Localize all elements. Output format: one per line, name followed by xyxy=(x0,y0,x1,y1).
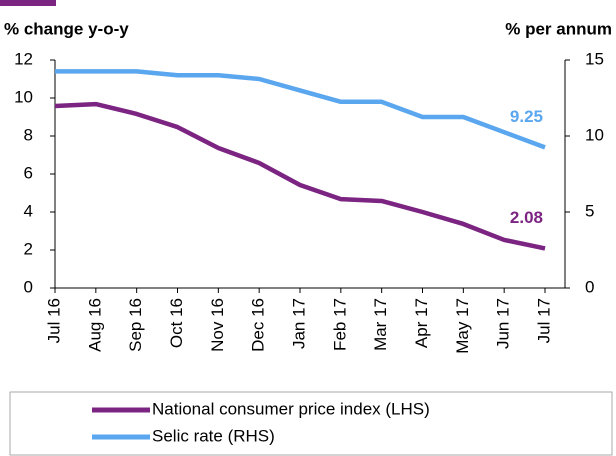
x-tick-label: Jul 17 xyxy=(534,298,553,343)
x-tick-label: Jul 16 xyxy=(44,298,63,343)
data-label: 2.08 xyxy=(510,208,543,227)
y2-tick-label: 10 xyxy=(585,125,604,144)
legend-label: National consumer price index (LHS) xyxy=(152,399,430,418)
x-tick-label: Aug 16 xyxy=(85,298,104,352)
x-tick-label: Apr 17 xyxy=(412,298,431,348)
y-tick-label: 2 xyxy=(24,239,33,258)
y2-tick-label: 5 xyxy=(585,201,594,220)
y-tick-label: 12 xyxy=(14,49,33,68)
y2-tick-label: 15 xyxy=(585,49,604,68)
x-tick-label: Jan 17 xyxy=(289,298,308,349)
y-axis-title: % change y-o-y xyxy=(4,19,129,38)
y-tick-label: 4 xyxy=(24,201,33,220)
x-tick-label: Jun 17 xyxy=(494,298,513,349)
x-tick-label: Sep 16 xyxy=(126,298,145,352)
x-tick-label: Oct 16 xyxy=(167,298,186,348)
y2-tick-label: 0 xyxy=(585,277,594,296)
series-line xyxy=(55,69,546,150)
x-tick-label: Dec 16 xyxy=(249,298,268,352)
y2-axis-title: % per annum xyxy=(505,19,612,38)
y-tick-label: 8 xyxy=(24,125,33,144)
x-tick-label: Nov 16 xyxy=(208,298,227,352)
data-label: 9.25 xyxy=(510,107,543,126)
legend-box xyxy=(9,391,613,456)
legend-label: Selic rate (RHS) xyxy=(152,426,275,445)
y-tick-label: 10 xyxy=(14,87,33,106)
x-tick-label: May 17 xyxy=(453,298,472,354)
header-bar xyxy=(0,0,56,6)
x-tick-label: Mar 17 xyxy=(371,298,390,351)
series-line xyxy=(54,101,546,251)
x-tick-label: Feb 17 xyxy=(330,298,349,351)
y-tick-label: 0 xyxy=(24,277,33,296)
y-tick-label: 6 xyxy=(24,163,33,182)
